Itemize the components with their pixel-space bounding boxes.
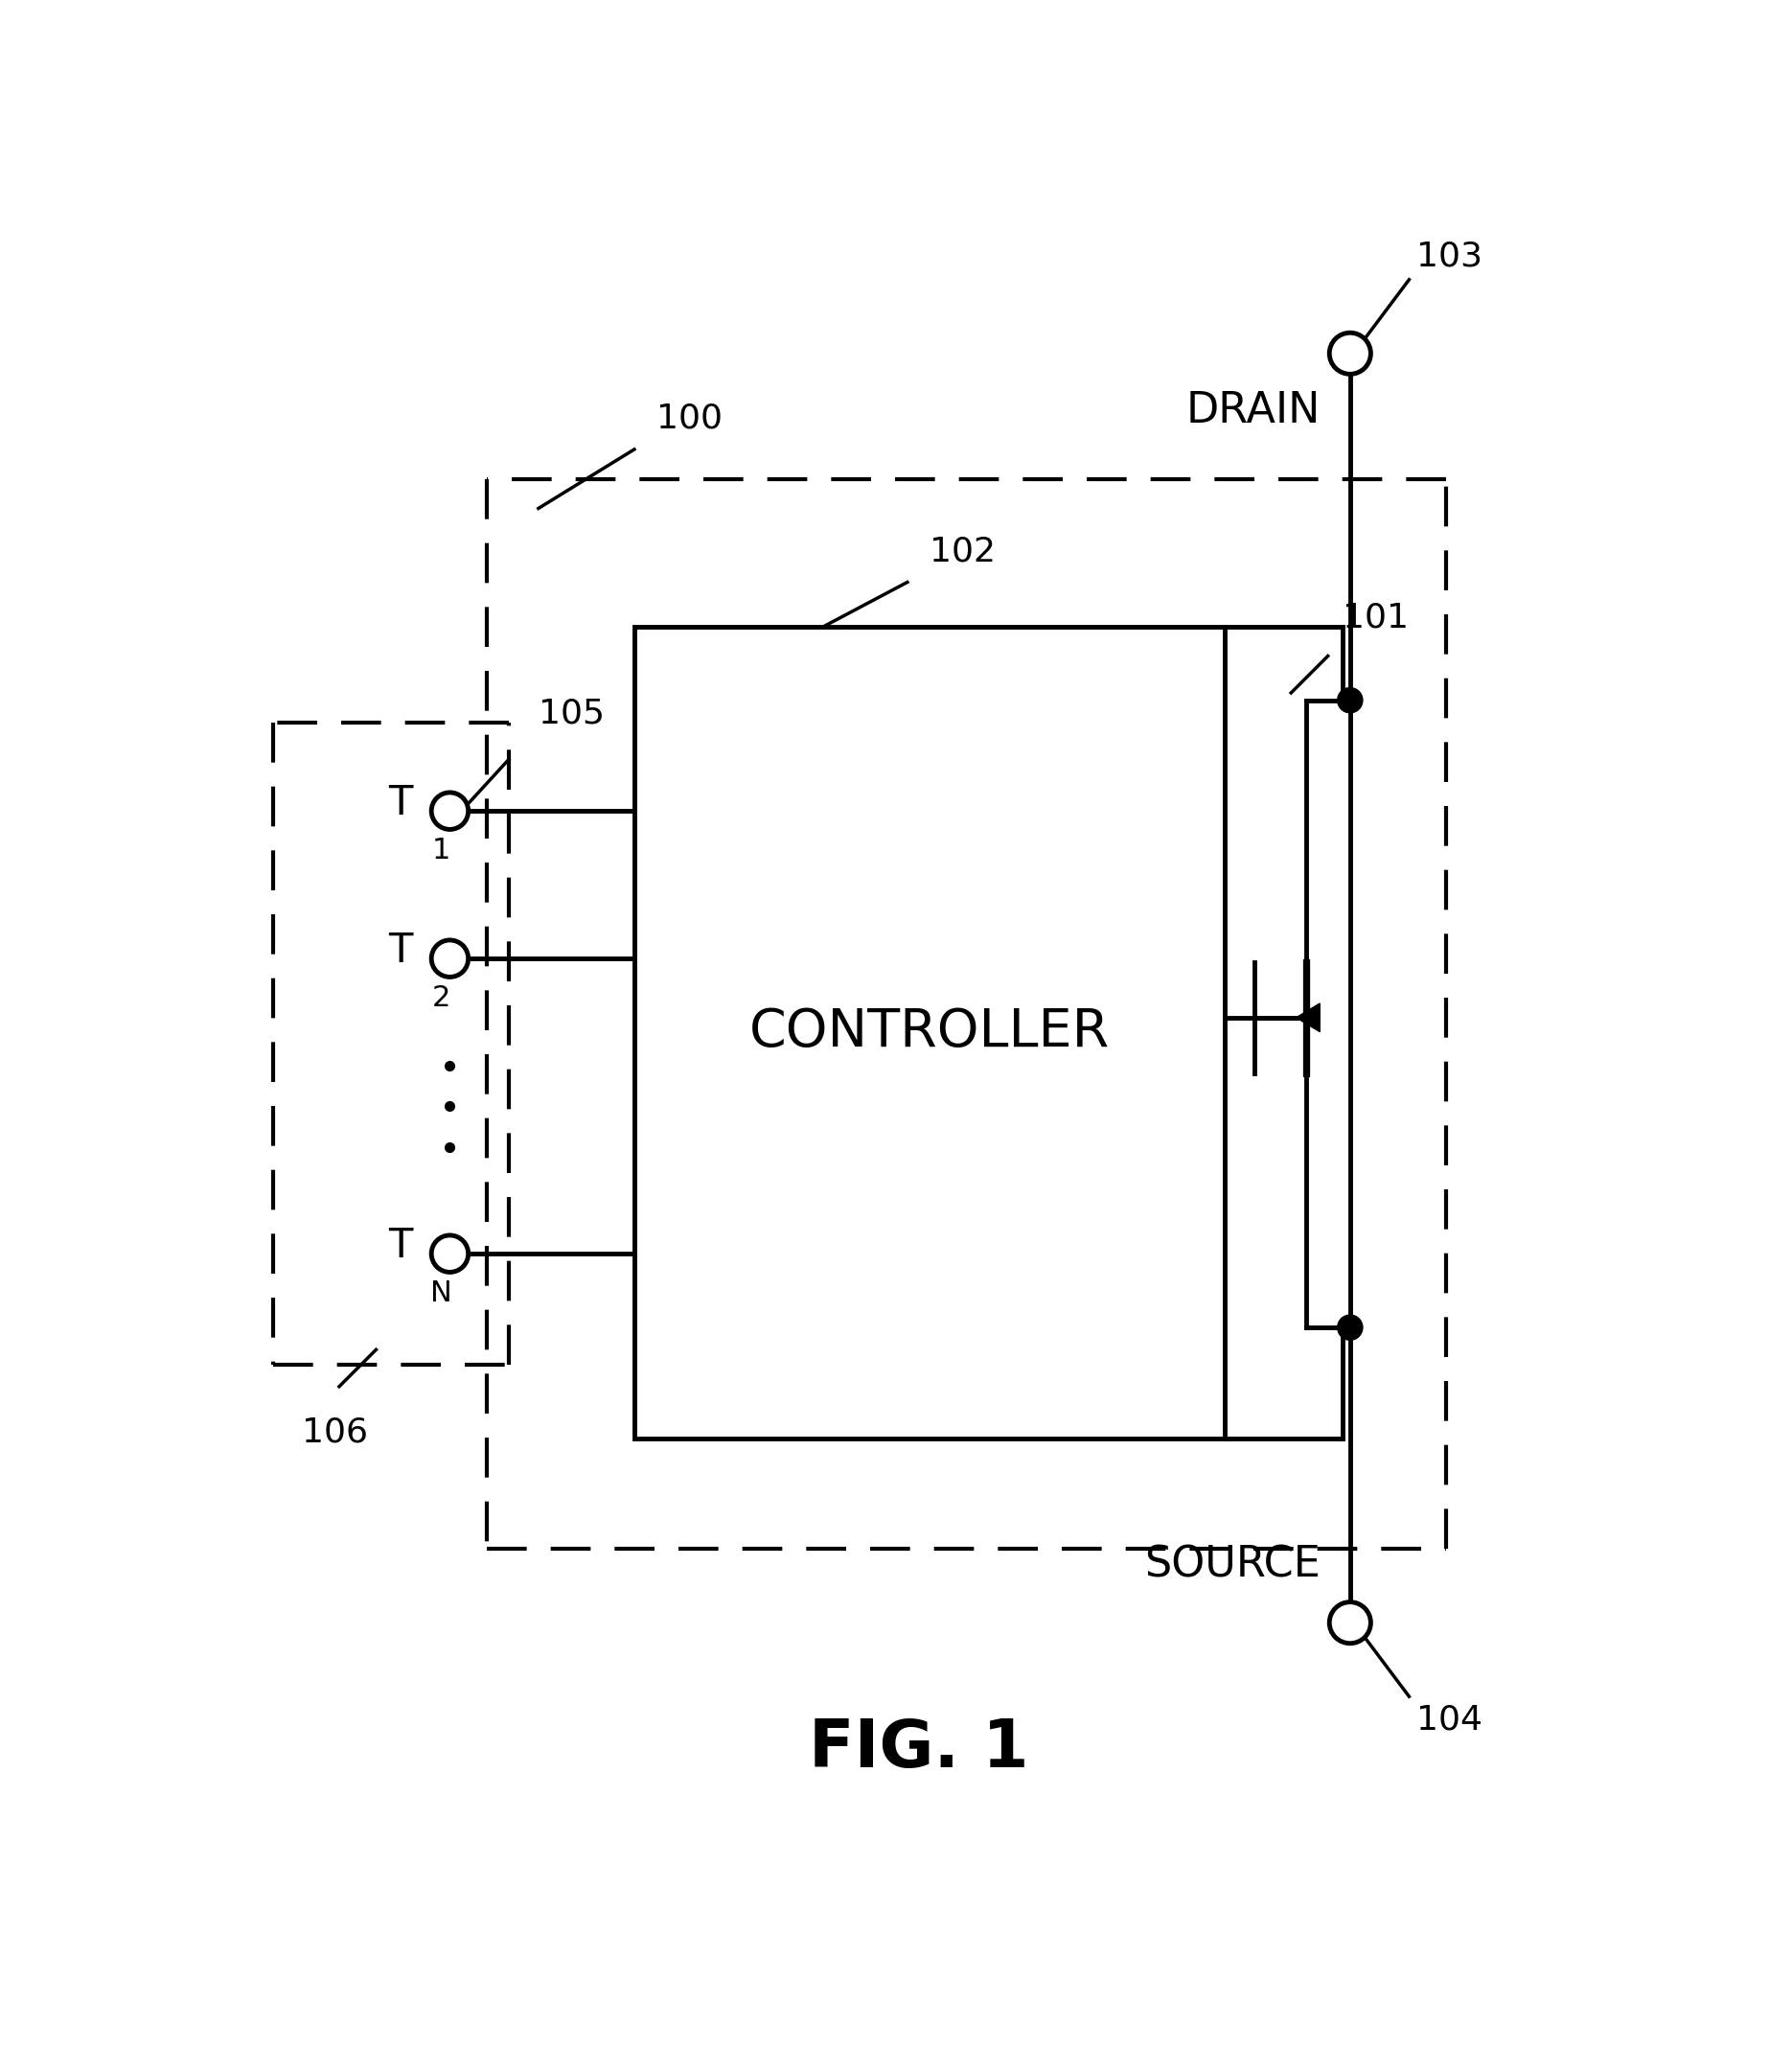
Circle shape — [1337, 688, 1362, 713]
Text: DRAIN: DRAIN — [1186, 390, 1321, 431]
Text: T: T — [389, 930, 412, 972]
Text: 103: 103 — [1416, 240, 1482, 271]
Text: T: T — [389, 1227, 412, 1266]
Text: 105: 105 — [538, 696, 604, 729]
Circle shape — [432, 792, 468, 829]
Text: T: T — [389, 783, 412, 825]
Text: 2: 2 — [432, 984, 450, 1011]
Text: 101: 101 — [1342, 601, 1409, 634]
Text: CONTROLLER: CONTROLLER — [749, 1007, 1109, 1059]
Text: 1: 1 — [432, 837, 450, 864]
Text: 100: 100 — [656, 402, 722, 435]
Circle shape — [1330, 334, 1371, 375]
Circle shape — [1330, 1602, 1371, 1643]
Bar — [634, 626, 1224, 1438]
Circle shape — [1337, 1316, 1362, 1341]
Text: 102: 102 — [930, 535, 996, 568]
Text: N: N — [430, 1280, 452, 1307]
Text: FIG. 1: FIG. 1 — [808, 1716, 1029, 1780]
Polygon shape — [1296, 1003, 1319, 1032]
Text: 104: 104 — [1416, 1703, 1482, 1736]
Text: 106: 106 — [303, 1415, 369, 1448]
Text: SOURCE: SOURCE — [1145, 1544, 1321, 1585]
Circle shape — [432, 941, 468, 978]
Circle shape — [432, 1235, 468, 1272]
